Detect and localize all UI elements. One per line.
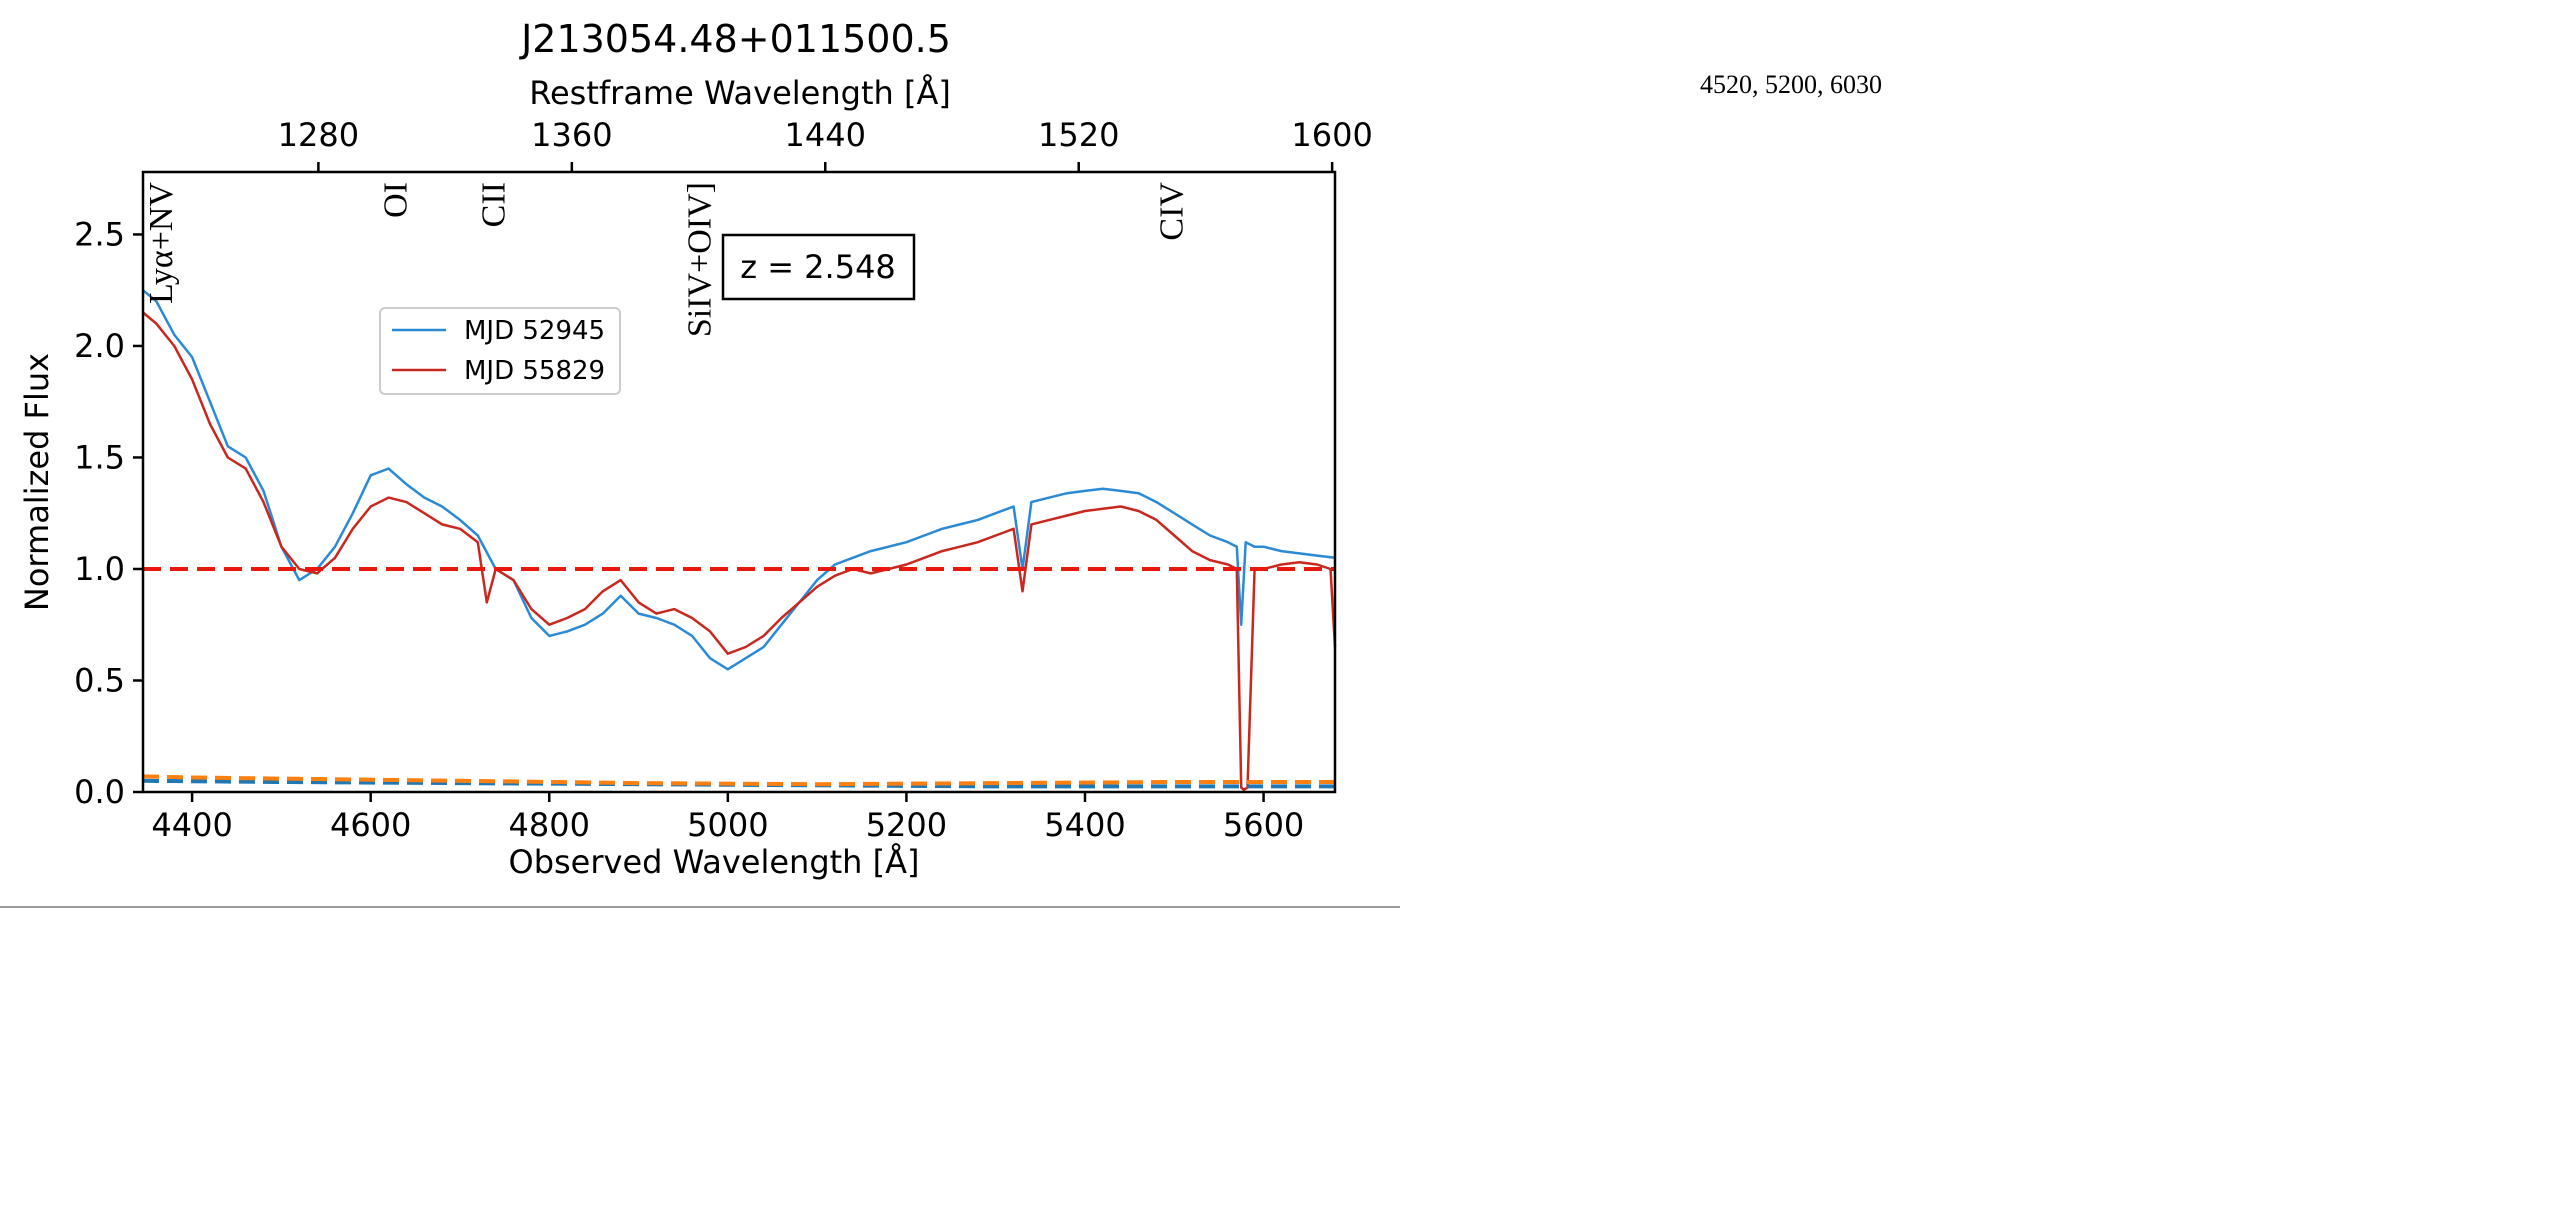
spectral-line-label: CIV (1154, 182, 1191, 241)
top-axis-label: Restframe Wavelength [Å] (529, 74, 951, 112)
legend-label-mjd-52945: MJD 52945 (464, 316, 605, 346)
x-tick-label: 4600 (330, 806, 411, 844)
series-line-0 (142, 289, 1336, 671)
x-tick-label: 5400 (1044, 806, 1125, 844)
chart-title: J213054.48+011500.5 (519, 17, 951, 61)
y-axis-ticks: 0.0 0.5 1.0 1.5 2.0 2.5 (74, 215, 143, 811)
x-tick-label: 5000 (687, 806, 768, 844)
legend-label-mjd-55829: MJD 55829 (464, 356, 605, 386)
spectral-line-label: CII (476, 182, 513, 227)
top-tick-label: 1360 (531, 116, 612, 154)
y-tick-label: 1.0 (74, 550, 125, 588)
top-tick-label: 1280 (278, 116, 359, 154)
x-tick-label: 5200 (866, 806, 947, 844)
x-tick-label: 4800 (509, 806, 590, 844)
y-tick-label: 1.5 (74, 438, 125, 476)
redshift-label: z = 2.548 (740, 248, 896, 286)
x-tick-label: 5600 (1223, 806, 1304, 844)
plot-frame (141, 170, 1337, 794)
spectral-line-label: OI (377, 182, 414, 218)
plot-area (142, 289, 1337, 792)
top-axis-ticks: 1280 1360 1440 1520 1600 (278, 116, 1373, 172)
x-axis-label: Observed Wavelength [Å] (509, 843, 920, 881)
series-line-1 (142, 311, 1337, 792)
spectral-line-labels: Lyα+NV OI CII SiIV+OIV] CIV (143, 182, 1191, 338)
divider-line (0, 906, 1400, 908)
spectral-line-label: SiIV+OIV] (682, 182, 719, 337)
y-tick-label: 2.0 (74, 327, 125, 365)
side-note: 4520, 5200, 6030 (1700, 70, 1882, 99)
spectrum-figure: J213054.48+011500.5 Restframe Wavelength… (18, 17, 1373, 881)
x-tick-label: 4400 (151, 806, 232, 844)
series-layer (142, 289, 1337, 792)
top-tick-label: 1600 (1291, 116, 1372, 154)
spectral-line-label: Lyα+NV (143, 182, 180, 304)
legend: MJD 52945 MJD 55829 (379, 307, 621, 395)
y-tick-label: 0.0 (74, 773, 125, 811)
y-tick-label: 2.5 (74, 215, 125, 253)
top-tick-label: 1520 (1038, 116, 1119, 154)
x-axis-ticks: 4400 4600 4800 5000 5200 5400 5600 (151, 792, 1304, 844)
y-tick-label: 0.5 (74, 661, 125, 699)
redshift-box: z = 2.548 (721, 233, 916, 301)
top-tick-label: 1440 (785, 116, 866, 154)
y-axis-label: Normalized Flux (18, 353, 56, 611)
series-line-3 (142, 774, 1335, 787)
